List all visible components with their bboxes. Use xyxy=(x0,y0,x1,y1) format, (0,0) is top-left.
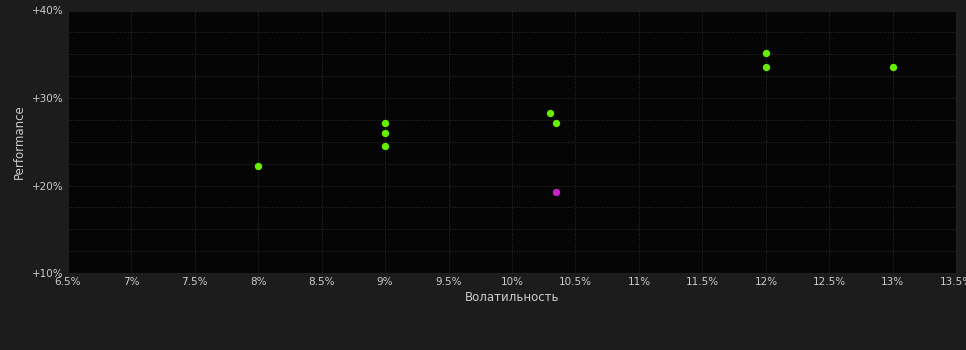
Point xyxy=(758,50,774,55)
Point xyxy=(378,130,393,136)
Y-axis label: Performance: Performance xyxy=(14,104,26,179)
Point xyxy=(549,189,564,195)
X-axis label: Волатильность: Волатильность xyxy=(465,291,559,304)
Point xyxy=(758,64,774,69)
Point xyxy=(549,120,564,125)
Point xyxy=(542,110,557,116)
Point xyxy=(885,64,900,69)
Point xyxy=(378,144,393,149)
Point xyxy=(378,120,393,125)
Point xyxy=(250,163,266,169)
